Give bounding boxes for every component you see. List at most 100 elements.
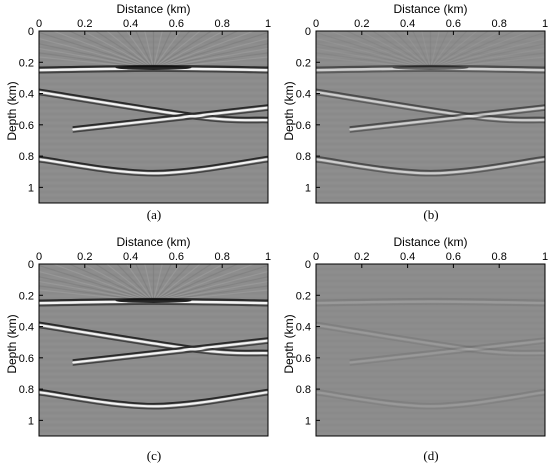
migration-noise-ray bbox=[153, 276, 268, 303]
migration-noise-ray bbox=[152, 31, 172, 69]
migration-noise-ray bbox=[153, 31, 213, 70]
x-axis-label: Distance (km) bbox=[116, 235, 190, 249]
migration-noise-ray bbox=[39, 47, 154, 70]
reflector-syncline-trough-upper bbox=[316, 155, 545, 172]
migration-noise-ray bbox=[153, 47, 268, 70]
migration-noise-ray bbox=[153, 31, 225, 70]
plot-frame bbox=[38, 30, 269, 204]
reflector-syncline-peak bbox=[39, 158, 268, 175]
y-tick-label: 0.4 bbox=[296, 89, 311, 101]
reflector-lens-trough-lower bbox=[316, 303, 545, 307]
x-tick-label: 1 bbox=[542, 251, 548, 263]
migration-noise-ray bbox=[153, 31, 239, 70]
migration-noise-ray bbox=[51, 264, 154, 303]
migration-noise-ray bbox=[429, 31, 449, 69]
migration-noise-ray bbox=[430, 31, 545, 70]
migration-noise-ray bbox=[153, 31, 256, 70]
x-tick-label: 1 bbox=[265, 251, 271, 263]
reflector-syncline-peak bbox=[316, 391, 545, 408]
plot-background bbox=[316, 264, 545, 436]
migration-noise-ray bbox=[125, 264, 154, 302]
x-tick-label: 0 bbox=[36, 18, 42, 30]
reflector-dip-up-trough-upper bbox=[72, 104, 268, 128]
migration-noise-ray bbox=[153, 31, 202, 69]
reflector-dip-down-trough-lower bbox=[316, 326, 545, 357]
reflector-dip-up-peak bbox=[72, 106, 268, 131]
reflector-lens-trough-lower bbox=[316, 70, 545, 74]
reflector-syncline-trough-lower bbox=[316, 160, 545, 177]
y-tick-label: 0.4 bbox=[19, 89, 34, 101]
y-tick-label: 0 bbox=[28, 26, 34, 38]
y-tick-label: 0.2 bbox=[296, 57, 311, 69]
reflector-dip-up-trough-lower bbox=[349, 109, 545, 133]
migration-noise-ray bbox=[152, 31, 163, 69]
migration-noise-ray bbox=[430, 31, 459, 69]
x-tick-label: 0.2 bbox=[77, 18, 92, 30]
reflector-lens-trough-lower bbox=[39, 303, 268, 307]
reflector-syncline-trough-lower bbox=[316, 393, 545, 410]
reflector-dip-down-trough-lower bbox=[39, 326, 268, 357]
x-tick-label: 0.8 bbox=[492, 18, 507, 30]
y-tick-label: 0.8 bbox=[19, 384, 34, 396]
plot-frame bbox=[315, 30, 546, 204]
migration-noise-ray bbox=[39, 280, 154, 303]
x-tick-label: 0.2 bbox=[354, 251, 369, 263]
seismic-content bbox=[316, 265, 545, 435]
x-tick-label: 1 bbox=[265, 18, 271, 30]
y-tick-label: 0 bbox=[305, 26, 311, 38]
reflector-dip-down-trough-lower bbox=[316, 93, 545, 124]
migration-noise-ray bbox=[371, 31, 431, 70]
migration-noise-ray bbox=[144, 264, 155, 302]
migration-noise-ray bbox=[39, 37, 154, 70]
seismic-content bbox=[316, 31, 545, 202]
seismic-content bbox=[39, 31, 268, 202]
y-axis-label: Depth (km) bbox=[5, 81, 19, 140]
panel-label-b: (b) bbox=[423, 207, 439, 222]
reflector-syncline-trough-lower bbox=[39, 160, 268, 177]
reflector-lens-trough-upper bbox=[316, 297, 545, 302]
migration-noise-ray bbox=[430, 31, 533, 70]
reflector-lens-peak bbox=[316, 300, 545, 305]
migration-noise-ray bbox=[135, 31, 155, 69]
migration-noise-ray bbox=[39, 276, 154, 303]
panel-label-a: (a) bbox=[146, 207, 162, 222]
seismic-image-d: 0 0.2 0.4 0.6 0.8 1 0 0.2 0.4 0.6 0.8 1 Distance (km… bbox=[282, 235, 548, 437]
migration-noise-ray bbox=[39, 264, 154, 303]
lens-core bbox=[115, 65, 192, 70]
x-axis-label: Distance (km) bbox=[393, 235, 467, 249]
reflector-lens-trough-lower bbox=[39, 70, 268, 74]
panel-b: 0 0.2 0.4 0.6 0.8 1 0 0.2 0.4 0.6 0.8 1 Distance (km… bbox=[277, 0, 550, 233]
migration-noise-ray bbox=[39, 43, 154, 70]
migration-noise-ray bbox=[153, 264, 225, 303]
migration-noise-ray bbox=[430, 31, 479, 69]
migration-noise-ray bbox=[430, 43, 545, 70]
seismic-image-b: 0 0.2 0.4 0.6 0.8 1 0 0.2 0.4 0.6 0.8 1 Distance (km… bbox=[282, 2, 548, 204]
migration-noise-ray bbox=[316, 47, 431, 70]
migration-noise-ray bbox=[105, 264, 154, 302]
y-tick-label: 0.8 bbox=[296, 384, 311, 396]
migration-noise-ray bbox=[430, 47, 545, 70]
x-tick-label: 0.8 bbox=[215, 18, 230, 30]
migration-noise-ray bbox=[382, 31, 431, 69]
migration-noise-ray bbox=[359, 31, 431, 70]
y-tick-label: 0.6 bbox=[19, 120, 34, 132]
reflector-syncline-trough-upper bbox=[39, 155, 268, 172]
x-tick-label: 0.8 bbox=[215, 251, 230, 263]
migration-noise-ray bbox=[153, 264, 239, 303]
migration-noise-ray bbox=[153, 43, 268, 70]
lens-core bbox=[115, 298, 192, 303]
x-axis-label: Distance (km) bbox=[393, 2, 467, 16]
migration-noise-ray bbox=[328, 31, 431, 70]
reflector-syncline-trough-upper bbox=[316, 388, 545, 405]
migration-noise-ray bbox=[345, 31, 431, 70]
reflector-dip-down-peak bbox=[316, 323, 545, 355]
y-tick-label: 0.4 bbox=[19, 322, 34, 334]
y-tick-label: 0.2 bbox=[19, 290, 34, 302]
migration-noise-ray bbox=[105, 31, 154, 69]
migration-noise-ray bbox=[39, 270, 154, 303]
migration-noise-ray bbox=[316, 37, 431, 70]
y-tick-label: 0.4 bbox=[296, 322, 311, 334]
migration-noise-ray bbox=[429, 31, 440, 69]
x-tick-label: 0.4 bbox=[123, 251, 138, 263]
x-tick-label: 0.4 bbox=[400, 251, 415, 263]
